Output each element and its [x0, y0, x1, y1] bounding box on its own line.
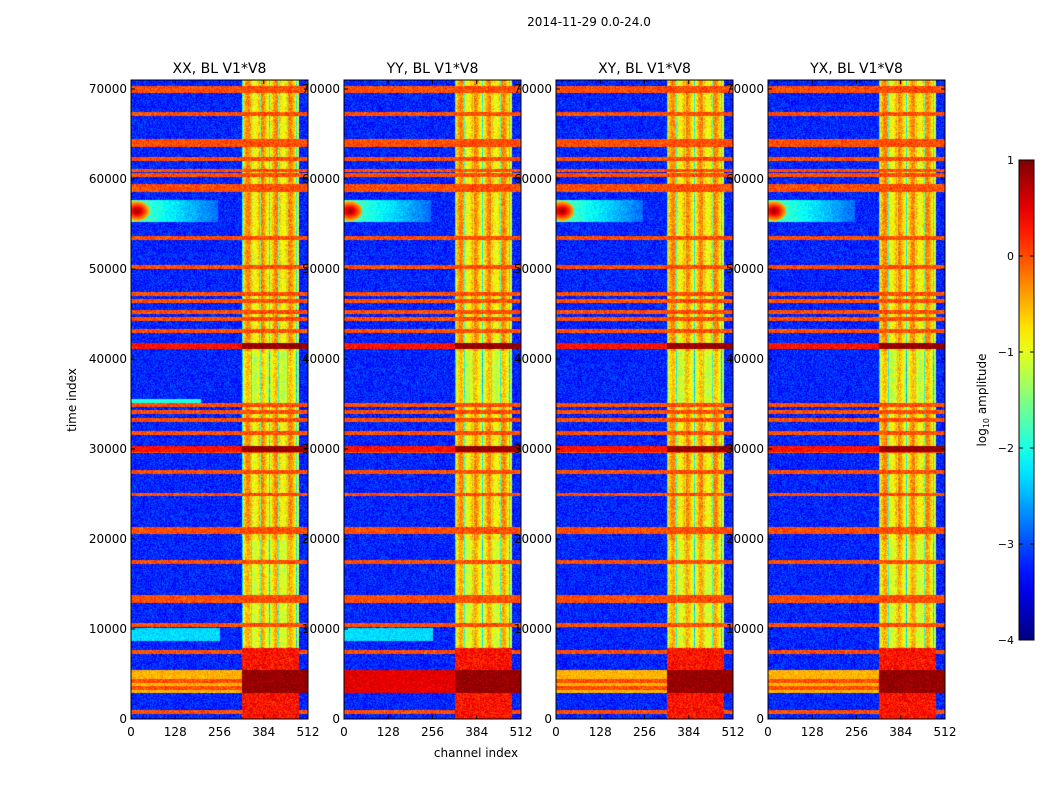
- panel-title: XX, BL V1*V8: [173, 61, 267, 77]
- y-tick-label: 60000: [89, 172, 127, 186]
- heatmap-image: [556, 80, 733, 719]
- panel-title: YY, BL V1*V8: [386, 61, 479, 77]
- y-tick-label: 30000: [514, 442, 552, 456]
- x-tick-label: 128: [164, 725, 187, 739]
- x-tick-label: 128: [801, 725, 824, 739]
- x-axis-label: channel index: [434, 746, 518, 760]
- x-tick-label: 384: [677, 725, 700, 739]
- y-tick-label: 0: [332, 712, 340, 726]
- figure-suptitle: 2014-11-29 0.0-24.0: [527, 15, 651, 29]
- y-tick-label: 0: [544, 712, 552, 726]
- y-tick-label: 60000: [726, 172, 764, 186]
- y-tick-label: 20000: [726, 532, 764, 546]
- colorbar-tick-label: 0: [1007, 250, 1014, 263]
- y-tick-label: 30000: [302, 442, 340, 456]
- x-tick-label: 256: [845, 725, 868, 739]
- x-tick-label: 384: [889, 725, 912, 739]
- x-tick-label: 512: [297, 725, 320, 739]
- x-tick-label: 256: [208, 725, 231, 739]
- colorbar-label: log10 amplitude: [975, 354, 991, 447]
- y-tick-label: 70000: [726, 82, 764, 96]
- panel-xx: XX, BL V1*V8 0 128 256 384 512 0 10000 20000 3000…: [89, 61, 320, 739]
- y-tick-label: 70000: [302, 82, 340, 96]
- y-tick-label: 0: [756, 712, 764, 726]
- x-tick-label: 384: [465, 725, 488, 739]
- heatmap-image: [344, 80, 521, 719]
- y-tick-label: 0: [119, 712, 127, 726]
- y-tick-label: 50000: [302, 262, 340, 276]
- y-tick-label: 10000: [302, 622, 340, 636]
- x-tick-label: 256: [421, 725, 444, 739]
- x-tick-label: 0: [340, 725, 348, 739]
- y-axis-label: time index: [65, 368, 79, 432]
- colorbar-tick-label: −3: [998, 538, 1014, 551]
- y-tick-label: 60000: [302, 172, 340, 186]
- y-tick-label: 20000: [514, 532, 552, 546]
- panels: XX, BL V1*V8 0 128 256 384 512 0 10000 20000 3000…: [89, 61, 957, 739]
- colorbar-tick-label: −1: [998, 346, 1014, 359]
- x-tick-label: 0: [552, 725, 560, 739]
- panel-yx: YX, BL V1*V8 0 128 256 384 512 0 10000 20000 3000…: [726, 61, 957, 739]
- heatmap-image: [131, 80, 308, 719]
- y-tick-label: 20000: [89, 532, 127, 546]
- y-tick-label: 70000: [514, 82, 552, 96]
- y-tick-label: 30000: [726, 442, 764, 456]
- panel-yy: YY, BL V1*V8 0 128 256 384 512 0 10000 20000 3000…: [302, 61, 533, 739]
- y-tick-label: 50000: [89, 262, 127, 276]
- x-tick-label: 0: [127, 725, 135, 739]
- y-tick-label: 10000: [726, 622, 764, 636]
- x-tick-label: 256: [633, 725, 656, 739]
- colorbar-tick-label: 1: [1007, 154, 1014, 167]
- y-tick-label: 50000: [514, 262, 552, 276]
- colorbar-tick-label: −4: [998, 634, 1014, 647]
- colorbar: 1 0 −1 −2 −3 −4 log10 amplitude: [975, 154, 1035, 647]
- panel-xy: XY, BL V1*V8 0 128 256 384 512 0 10000 20000 3000…: [514, 61, 745, 739]
- y-tick-label: 50000: [726, 262, 764, 276]
- x-tick-label: 128: [377, 725, 400, 739]
- x-tick-label: 0: [764, 725, 772, 739]
- colorbar-tick-label: −2: [998, 442, 1014, 455]
- panel-title: XY, BL V1*V8: [598, 61, 691, 77]
- y-tick-label: 40000: [89, 352, 127, 366]
- x-tick-label: 512: [510, 725, 533, 739]
- heatmap-image: [768, 80, 945, 719]
- y-tick-label: 20000: [302, 532, 340, 546]
- colorbar-gradient: [1018, 159, 1035, 641]
- x-tick-label: 512: [722, 725, 745, 739]
- y-tick-label: 40000: [302, 352, 340, 366]
- panel-title: YX, BL V1*V8: [809, 61, 903, 77]
- y-tick-label: 40000: [726, 352, 764, 366]
- x-tick-label: 128: [589, 725, 612, 739]
- y-tick-label: 10000: [514, 622, 552, 636]
- y-tick-label: 30000: [89, 442, 127, 456]
- y-tick-label: 10000: [89, 622, 127, 636]
- x-tick-label: 384: [252, 725, 275, 739]
- x-tick-label: 512: [934, 725, 957, 739]
- y-tick-label: 40000: [514, 352, 552, 366]
- y-tick-label: 70000: [89, 82, 127, 96]
- y-tick-label: 60000: [514, 172, 552, 186]
